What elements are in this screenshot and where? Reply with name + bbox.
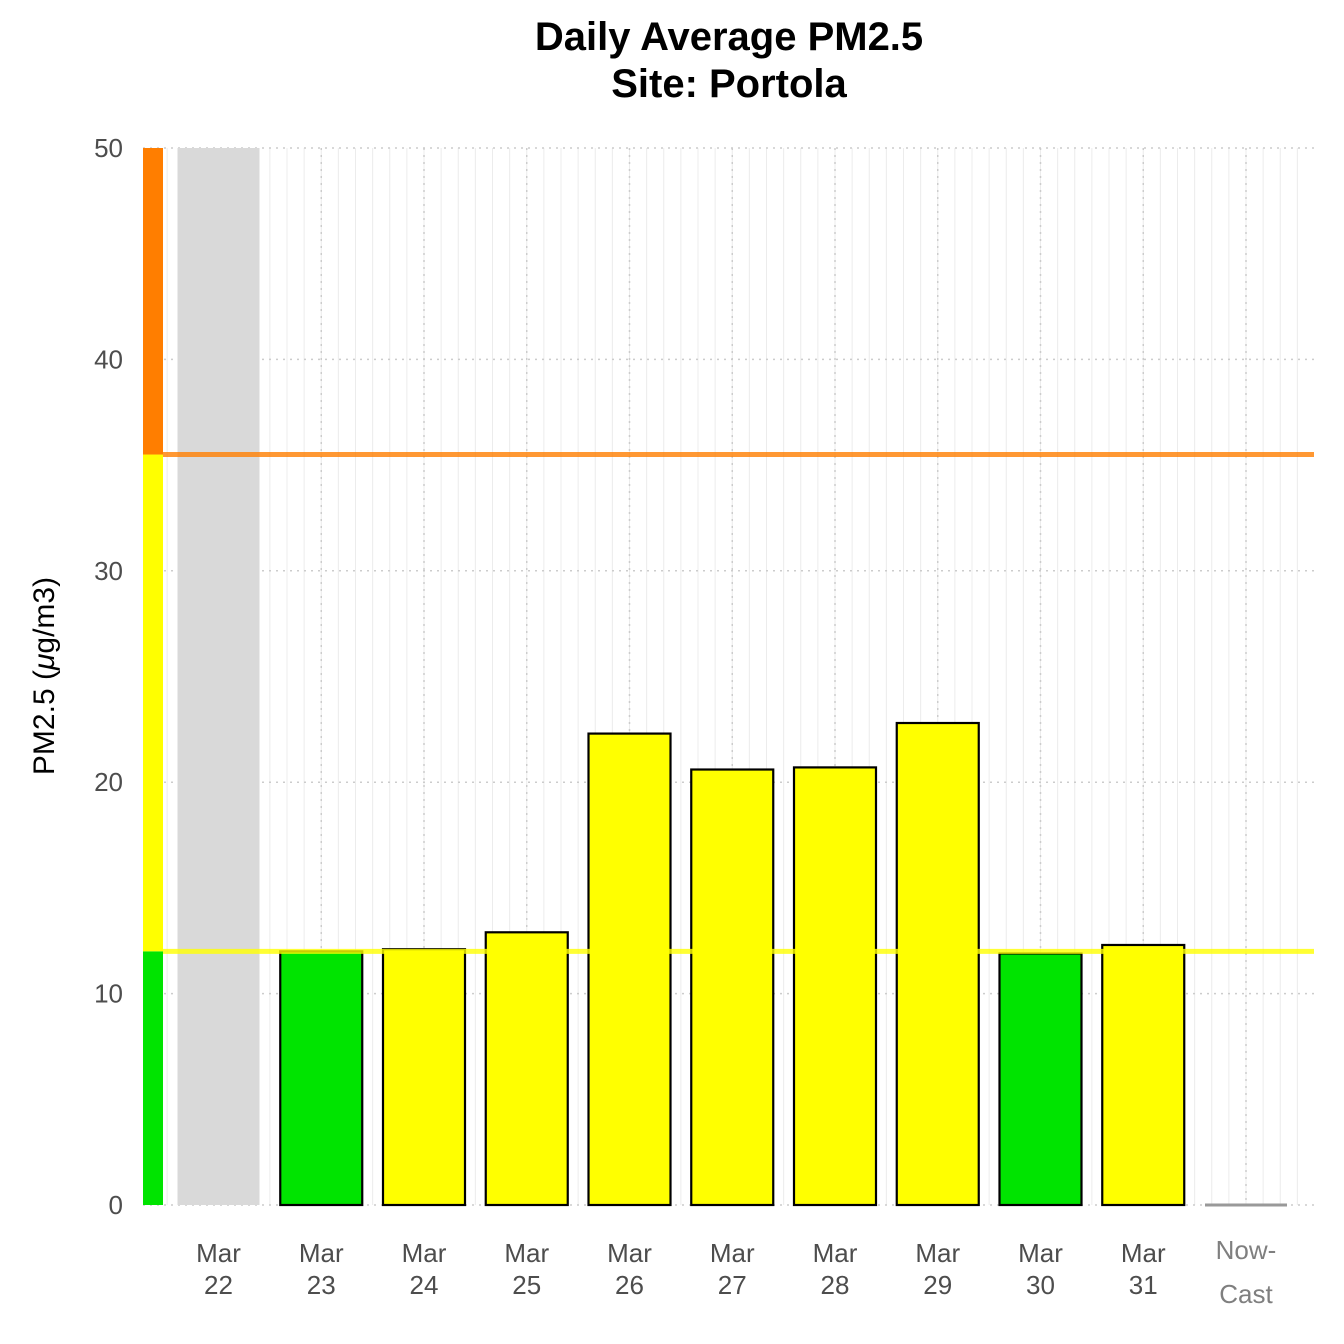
bar-31 bbox=[1101, 943, 1186, 1207]
missing-data-bar bbox=[177, 148, 260, 1205]
bar-27 bbox=[690, 768, 775, 1207]
y-axis-label-part-3: g/m3) bbox=[28, 577, 61, 654]
bar-30 bbox=[998, 952, 1083, 1207]
x-tick-label-line1: Mar bbox=[915, 1238, 960, 1268]
x-tick-label: Mar 27 bbox=[710, 1238, 755, 1300]
x-tick-label-line1: Mar bbox=[813, 1238, 858, 1268]
x-tick-label-line2: 28 bbox=[821, 1270, 850, 1300]
aqi-strip-good bbox=[143, 951, 163, 1205]
x-tick-label: Mar 31 bbox=[1121, 1238, 1166, 1300]
aqi-color-strip bbox=[143, 148, 163, 1205]
bar-29 bbox=[895, 721, 980, 1207]
chart-subtitle-text: Site: Portola bbox=[611, 62, 847, 106]
x-tick-label-line2: 23 bbox=[307, 1270, 336, 1300]
bar-23 bbox=[279, 950, 364, 1207]
x-tick-label-line1: Mar bbox=[607, 1238, 652, 1268]
x-tick-label-line1: Mar bbox=[1018, 1238, 1063, 1268]
x-tick-label-line1: Mar bbox=[402, 1238, 447, 1268]
x-tick-label: Mar 22 bbox=[196, 1238, 241, 1300]
y-tick-label: 0 bbox=[109, 1190, 123, 1220]
x-tick-label-line2: 25 bbox=[512, 1270, 541, 1300]
x-tick-label: Mar 28 bbox=[813, 1238, 858, 1300]
x-tick-label: Now- Cast bbox=[1216, 1235, 1277, 1309]
chart-title: Daily Average PM2.5 Site: Portola bbox=[535, 15, 923, 106]
x-tick-label: Mar 29 bbox=[915, 1238, 960, 1300]
y-tick-label: 50 bbox=[94, 133, 123, 163]
x-tick-label-line1: Mar bbox=[504, 1238, 549, 1268]
x-tick-label-line2: 29 bbox=[923, 1270, 952, 1300]
x-tick-label-line2: 27 bbox=[718, 1270, 747, 1300]
aqi-strip-moderate bbox=[143, 454, 163, 952]
y-tick-label: 20 bbox=[94, 767, 123, 797]
x-tick-label-line1: Mar bbox=[710, 1238, 755, 1268]
y-axis-label: PM2.5 (μg/m3) bbox=[28, 577, 61, 775]
x-tick-label-line1: Mar bbox=[196, 1238, 241, 1268]
x-tick-label-line2: 30 bbox=[1026, 1270, 1055, 1300]
y-tick-label: 10 bbox=[94, 979, 123, 1009]
threshold-lines bbox=[163, 452, 1314, 954]
x-tick-label-line2: 24 bbox=[410, 1270, 439, 1300]
bar-28 bbox=[792, 766, 878, 1207]
bars bbox=[177, 148, 1287, 1207]
x-tick-label-line1: Mar bbox=[299, 1238, 344, 1268]
x-tick-label-line2: 26 bbox=[615, 1270, 644, 1300]
bar-26 bbox=[587, 732, 672, 1207]
y-axis-label-part-2: μ bbox=[28, 654, 61, 671]
aqi-strip-usg bbox=[143, 148, 163, 455]
y-axis-label-part-1: PM2.5 ( bbox=[28, 670, 61, 775]
x-tick-label-line1: Now- bbox=[1216, 1235, 1277, 1265]
y-tick-labels: 0 10 20 30 40 50 bbox=[94, 133, 123, 1220]
y-tick-label: 30 bbox=[94, 556, 123, 586]
x-tick-label-line2: 22 bbox=[204, 1270, 233, 1300]
chart-title-text: Daily Average PM2.5 bbox=[535, 15, 923, 59]
bar-25 bbox=[484, 931, 569, 1207]
bar-24 bbox=[381, 948, 467, 1207]
x-tick-label: Mar 30 bbox=[1018, 1238, 1063, 1300]
x-tick-label-line2: Cast bbox=[1219, 1279, 1273, 1309]
x-tick-label: Mar 23 bbox=[299, 1238, 344, 1300]
x-tick-label-line1: Mar bbox=[1121, 1238, 1166, 1268]
x-tick-label: Mar 24 bbox=[402, 1238, 447, 1300]
x-tick-label: Mar 25 bbox=[504, 1238, 549, 1300]
y-tick-label: 40 bbox=[94, 344, 123, 374]
x-tick-label-line2: 31 bbox=[1129, 1270, 1158, 1300]
x-tick-label: Mar 26 bbox=[607, 1238, 652, 1300]
